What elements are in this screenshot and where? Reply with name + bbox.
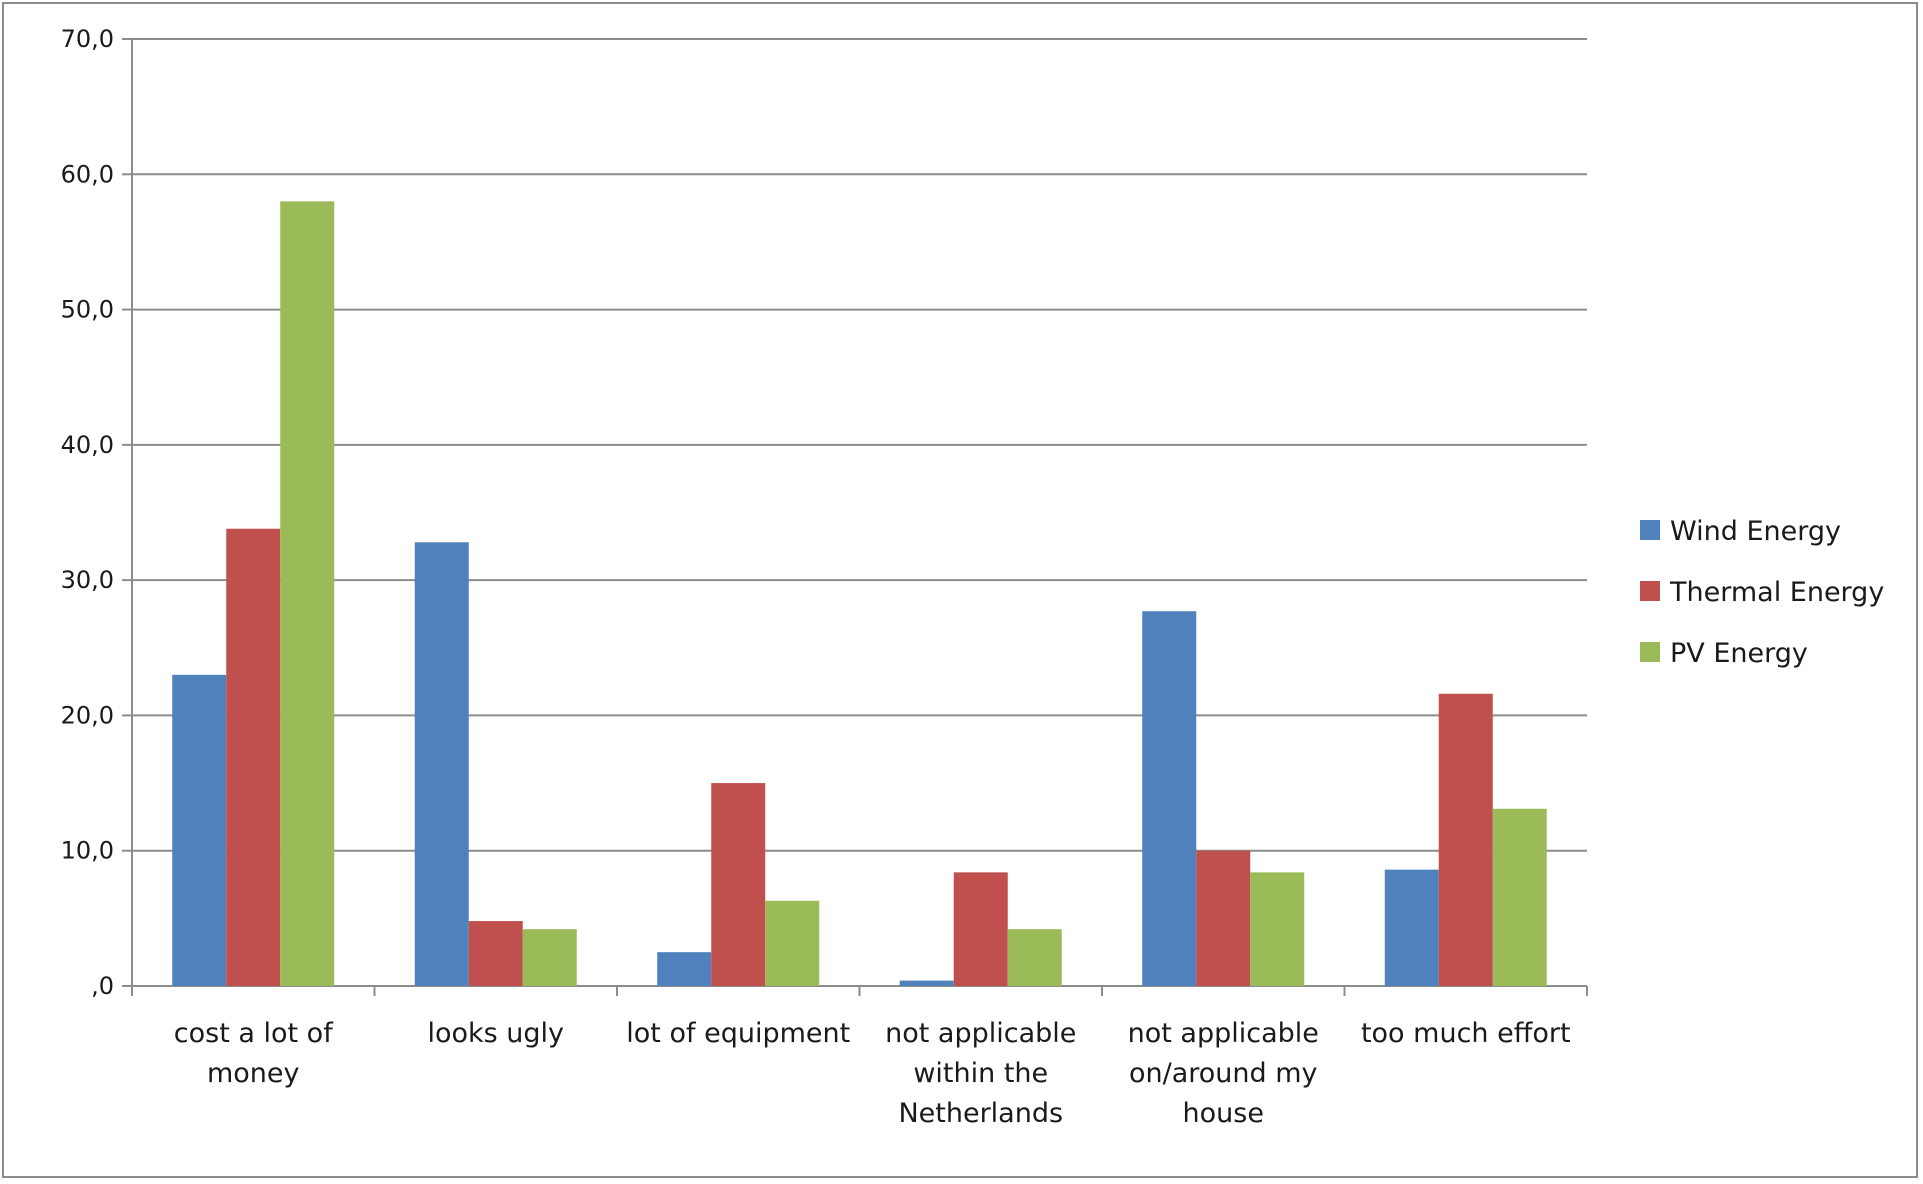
gridlines <box>132 38 1587 852</box>
bar-thermal-energy <box>226 528 281 986</box>
legend-swatch <box>1640 581 1660 601</box>
y-tick-label: 70,0 <box>61 25 114 53</box>
y-tick-label: ,0 <box>91 972 114 1000</box>
legend-swatch <box>1640 642 1660 662</box>
bar-thermal-energy <box>468 921 523 986</box>
bar-thermal-energy <box>953 872 1008 986</box>
legend-label: Wind Energy <box>1670 516 1841 547</box>
bar-pv-energy <box>522 929 577 986</box>
bar-pv-energy <box>1492 808 1547 986</box>
legend-label: Thermal Energy <box>1669 577 1884 608</box>
bar-wind-energy <box>1142 611 1197 986</box>
legend: Wind Energy Thermal Energy PV Energy <box>1640 516 1884 669</box>
legend-label: PV Energy <box>1670 638 1808 669</box>
y-tick-label: 30,0 <box>61 566 114 594</box>
y-tick-label: 60,0 <box>61 160 114 188</box>
axes <box>122 38 1588 996</box>
legend-swatch <box>1640 520 1660 540</box>
bar-wind-energy <box>414 542 469 986</box>
y-tick-label: 10,0 <box>61 837 114 865</box>
labels: ,0 10,0 20,0 30,0 40,0 50,0 60,0 70,0 cost a lot… <box>61 25 1571 1129</box>
x-category-label: not applicable on/around my house <box>1128 1018 1319 1129</box>
bar-pv-energy <box>1007 929 1062 986</box>
y-tick-label: 20,0 <box>61 701 114 729</box>
x-category-label: looks ugly <box>427 1018 564 1049</box>
y-tick-label: 50,0 <box>61 296 114 324</box>
x-category-label: lot of equipment <box>626 1018 850 1049</box>
bars <box>172 201 1547 987</box>
bar-wind-energy <box>172 674 227 986</box>
bar-pv-energy <box>765 900 820 986</box>
bar-wind-energy <box>657 952 712 986</box>
bar-pv-energy <box>1250 872 1305 986</box>
x-category-label: not applicable within the Netherlands <box>885 1018 1076 1129</box>
x-category-label: too much effort <box>1361 1018 1571 1049</box>
y-tick-label: 40,0 <box>61 431 114 459</box>
bar-thermal-energy <box>1196 850 1251 986</box>
bar-thermal-energy <box>711 783 766 986</box>
bar-pv-energy <box>280 201 335 987</box>
bar-wind-energy <box>1384 869 1439 986</box>
bar-wind-energy <box>899 980 954 986</box>
bar-thermal-energy <box>1438 693 1493 986</box>
x-category-label: cost a lot of money <box>174 1018 334 1089</box>
